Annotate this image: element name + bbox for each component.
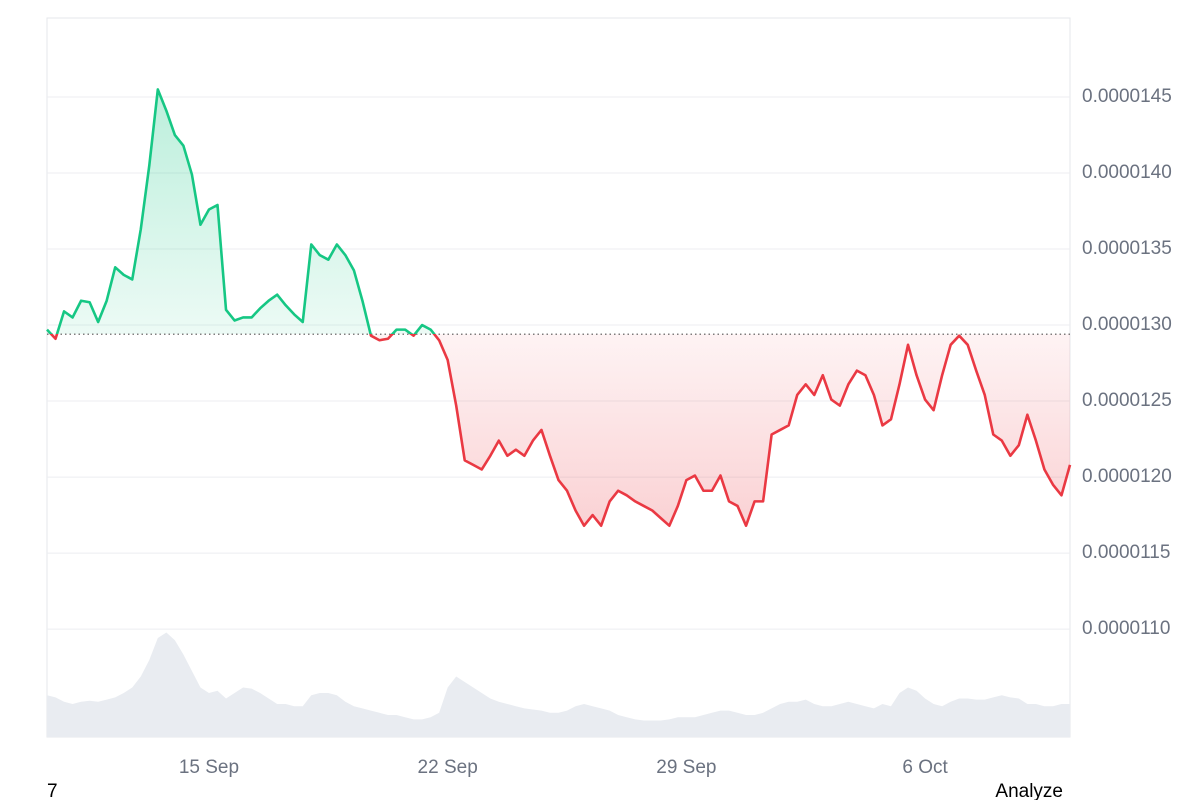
y-tick-label: 0.0000115 xyxy=(1082,542,1170,563)
x-tick-label: 15 Sep xyxy=(179,757,239,778)
y-tick-label: 0.0000135 xyxy=(1082,238,1172,259)
volume-area xyxy=(47,632,1070,737)
y-tick-label: 0.0000140 xyxy=(1082,162,1172,183)
y-tick-label: 0.0000125 xyxy=(1082,390,1172,411)
price-area xyxy=(47,89,1070,526)
y-tick-label: 0.0000130 xyxy=(1082,314,1172,335)
y-tick-label: 0.0000110 xyxy=(1082,618,1170,639)
footer-right[interactable]: Analyze xyxy=(995,781,1063,800)
y-tick-label: 0.0000145 xyxy=(1082,86,1172,107)
x-tick-label: 29 Sep xyxy=(656,757,716,778)
footer-left: 7 xyxy=(47,781,58,800)
y-tick-label: 0.0000120 xyxy=(1082,466,1172,487)
x-tick-label: 6 Oct xyxy=(902,757,948,778)
price-line xyxy=(46,88,1072,528)
x-tick-label: 22 Sep xyxy=(418,757,478,778)
